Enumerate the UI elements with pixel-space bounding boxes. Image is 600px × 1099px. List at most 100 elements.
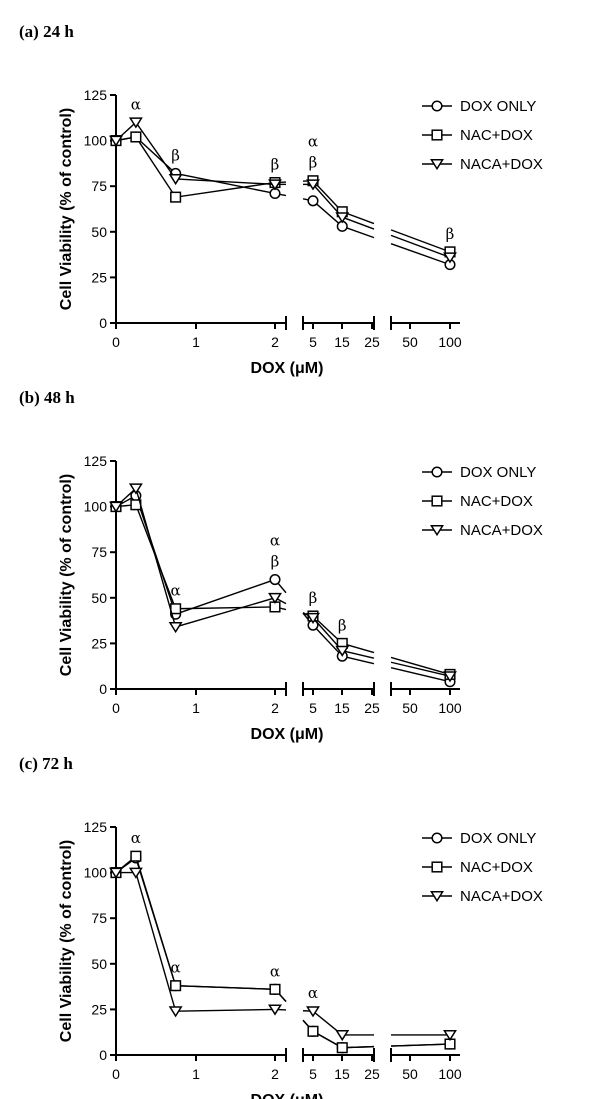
- panel-c-data-point: [170, 980, 182, 992]
- panel-a-annotation: α: [308, 133, 318, 151]
- panel-a-data-point: [170, 191, 182, 203]
- panel-a-series-line: [342, 216, 375, 230]
- panel-b-x-tick-label: 0: [112, 700, 120, 716]
- panel-b-legend-label: NAC+DOX: [460, 493, 533, 510]
- panel-a-x-tick-label: 25: [364, 334, 380, 350]
- panel-a-legend-label: DOX ONLY: [460, 98, 536, 115]
- panel-a-series-line: [312, 200, 343, 227]
- panel-b-title: (b) 48 h: [19, 388, 75, 407]
- panel-b-series-circle: [110, 490, 456, 688]
- panel-c-data-point: [130, 850, 142, 862]
- panel-b-y-tick-label: 0: [99, 681, 107, 697]
- panel-c-legend-marker: [431, 832, 443, 844]
- panel-b-legend-label: DOX ONLY: [460, 464, 536, 481]
- panel-b-series-line: [312, 617, 343, 652]
- panel-a-x-tick-label: 15: [334, 334, 350, 350]
- panel-a-y-tick-label: 50: [91, 224, 107, 240]
- panel-a-data-point: [109, 135, 123, 147]
- panel-b-annotation: α: [270, 532, 280, 550]
- panel-c-series-square: [110, 850, 456, 1054]
- panel-b-annotation: β: [338, 616, 347, 634]
- panel-b-legend-marker: [431, 466, 443, 478]
- panel-c-x-tick-label: 100: [438, 1066, 462, 1082]
- panel-c-legend-label: NACA+DOX: [460, 888, 543, 905]
- panel-a-series-line: [342, 225, 375, 239]
- panel-c-series-line: [116, 871, 276, 1012]
- panel-a-series-line: [115, 136, 276, 195]
- panel-a-series-line: [115, 136, 276, 198]
- panel-c-y-tick-label: 100: [84, 865, 108, 881]
- panel-b-data-point: [109, 501, 123, 513]
- panel-b-series-line: [342, 650, 375, 659]
- panel-c-x-tick-label: 5: [309, 1066, 317, 1082]
- panel-a-series-circle: [110, 131, 456, 271]
- panel-b-y-tick-label: 25: [91, 635, 107, 651]
- panel-b-y-tick-label: 50: [91, 590, 107, 606]
- panel-c-data-point: [128, 867, 143, 879]
- panel-c-annotation: α: [308, 984, 318, 1002]
- panel-c-y-tick-label: 75: [91, 910, 107, 926]
- panel-b-data-point: [168, 622, 183, 634]
- panel-b-annotation: β: [309, 589, 318, 607]
- panel-c-y-tick-label: 0: [99, 1047, 107, 1063]
- panel-b-series-line: [390, 661, 451, 677]
- panel-b-legend-marker: [430, 525, 444, 537]
- panel-b-x-tick-label: 2: [271, 700, 279, 716]
- panel-b-x-tick-label: 25: [364, 700, 380, 716]
- panel-b-data-point: [268, 592, 282, 604]
- panel-a-series-line: [390, 234, 451, 258]
- panel-b-annotation: α: [171, 582, 181, 600]
- panel-c-series-line: [115, 854, 276, 991]
- panel-b-legend-marker: [431, 495, 443, 507]
- panel-b-data-point: [335, 645, 350, 657]
- panel-b-series-triangle-down: [109, 483, 457, 683]
- panel-a-x-tick-label: 100: [438, 334, 462, 350]
- panel-c-legend-label: DOX ONLY: [460, 830, 536, 847]
- panel-a-x-axis-title: DOX (μM): [251, 360, 324, 377]
- panel-c-x-tick-label: 50: [402, 1066, 418, 1082]
- panel-c-data-point: [109, 867, 123, 879]
- panel-a-annotation: α: [131, 95, 141, 113]
- panel-a-legend-marker: [431, 129, 443, 141]
- panel-c-x-tick-label: 15: [334, 1066, 350, 1082]
- panel-c-series-circle: [110, 852, 456, 1054]
- panel-c-series-line: [390, 1043, 451, 1047]
- panel-b-x-tick-label: 50: [402, 700, 418, 716]
- panel-a-x-tick-label: 5: [309, 334, 317, 350]
- panel-c-y-axis-title: Cell Viability (% of control): [58, 840, 75, 1042]
- panel-c-legend-marker: [431, 861, 443, 873]
- panel-c-title: (c) 72 h: [19, 754, 73, 773]
- panel-a-data-point: [306, 179, 320, 191]
- panel-c-y-tick-label: 50: [91, 956, 107, 972]
- panel-c-x-tick-label: 2: [271, 1066, 279, 1082]
- panel-a-data-point: [168, 173, 183, 186]
- panel-c-legend-label: NAC+DOX: [460, 859, 533, 876]
- panel-c-data-point: [168, 1006, 183, 1018]
- panel-b-y-tick-label: 125: [84, 453, 108, 469]
- panel-a-x-tick-label: 1: [192, 334, 200, 350]
- panel-c-y-tick-label: 25: [91, 1001, 107, 1017]
- panel-a-series-line: [390, 242, 451, 266]
- panel-b-x-tick-label: 5: [309, 700, 317, 716]
- panel-a-legend-marker: [430, 159, 444, 171]
- panel-b-data-point: [170, 603, 182, 615]
- panel-c-series-line: [115, 856, 276, 991]
- panel-b-annotation: β: [271, 553, 280, 571]
- panel-b-y-axis-title: Cell Viability (% of control): [58, 474, 75, 676]
- panel-c-data-point: [443, 1029, 457, 1042]
- panel-c-data-point: [307, 1025, 319, 1037]
- panel-a-x-tick-label: 2: [271, 334, 279, 350]
- panel-b-x-tick-label: 1: [192, 700, 200, 716]
- panel-a-legend-label: NACA+DOX: [460, 156, 543, 173]
- panel-b-data-point: [128, 483, 143, 495]
- panel-a-y-axis-title: Cell Viability (% of control): [58, 108, 75, 310]
- panel-a-annotation: β: [271, 156, 280, 174]
- panel-a-data-point: [443, 252, 457, 264]
- panel-c-x-tick-label: 1: [192, 1066, 200, 1082]
- panel-a-series-line: [390, 229, 451, 253]
- panel-a-x-tick-label: 50: [402, 334, 418, 350]
- panel-a-annotation: β: [171, 146, 180, 164]
- panel-c-y-tick-label: 125: [84, 819, 108, 835]
